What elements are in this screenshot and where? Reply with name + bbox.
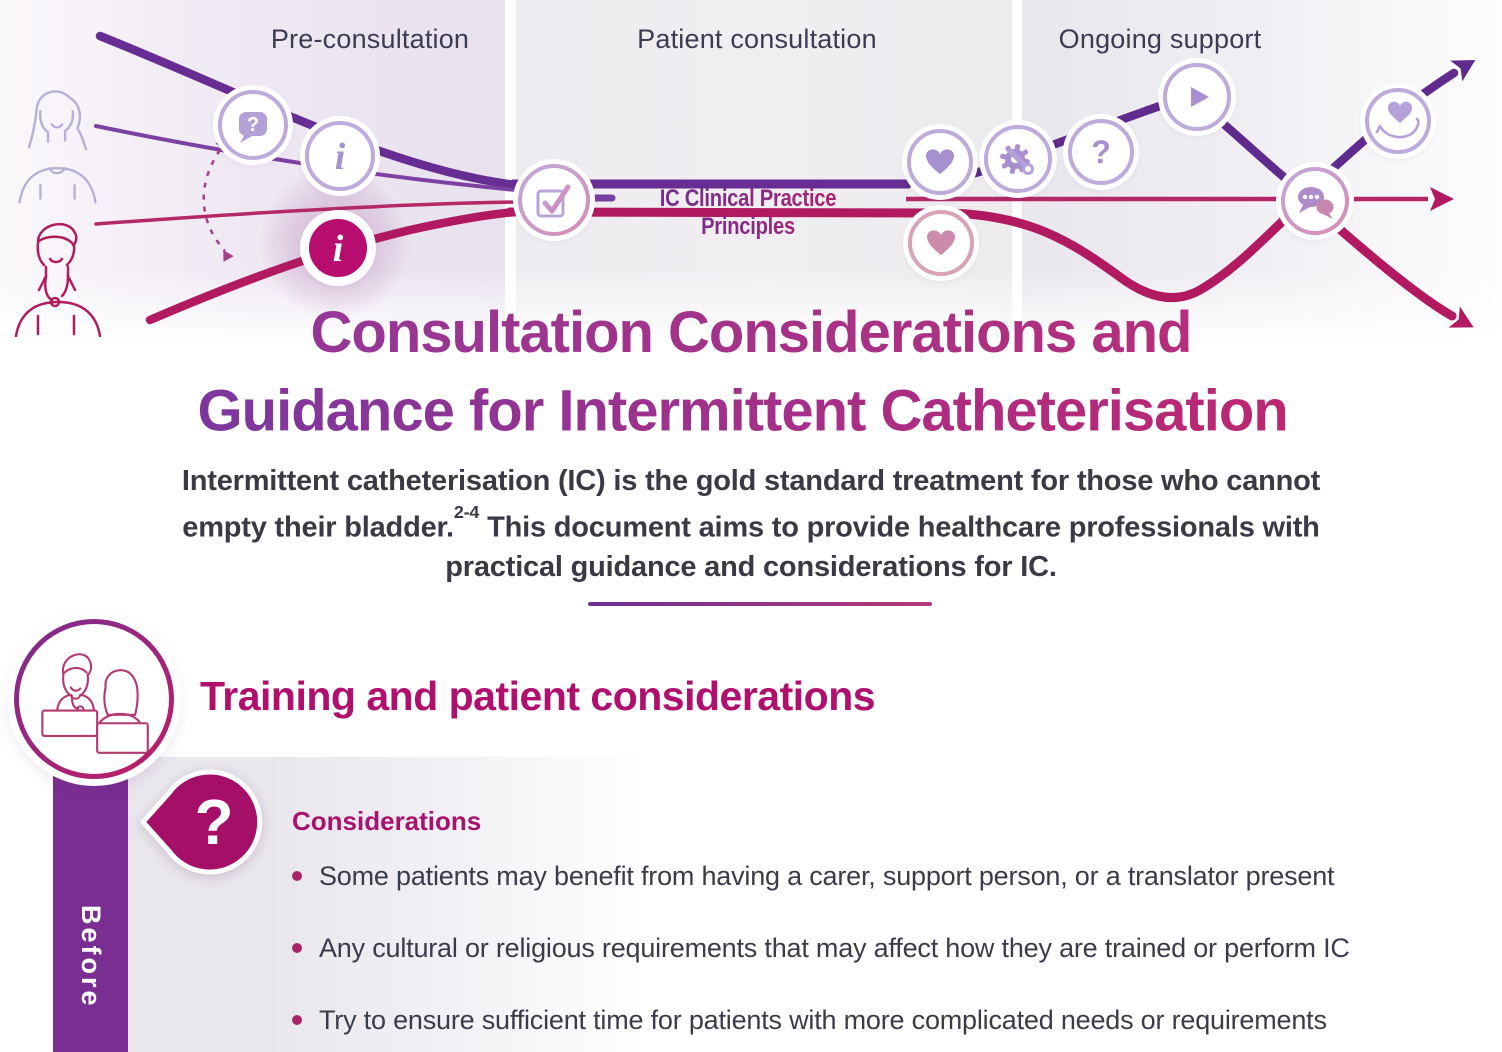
clinician-icon (14, 223, 102, 337)
title-reference: 1 (1287, 365, 1305, 402)
heart-in-hand-icon (1365, 88, 1431, 154)
question-bubble-icon: ? (218, 90, 288, 160)
bullet-dot (292, 871, 302, 881)
sidebar-label: Before training (76, 905, 106, 1009)
considerations-question-badge: ? (140, 769, 263, 875)
chat-bubbles-icon (1281, 167, 1349, 235)
page-title: Consultation Considerations and Guidance… (0, 300, 1502, 444)
svg-text:?: ? (194, 786, 233, 858)
play-icon (1163, 63, 1231, 131)
question-mark-icon: ? (1068, 119, 1134, 185)
arc-arrowhead-bottom (223, 250, 234, 262)
intro-line3: practical guidance and considerations fo… (445, 550, 1057, 583)
list-item: Some patients may benefit from having a … (292, 858, 1472, 894)
patient-pathway-line (145, 207, 521, 325)
svg-text:i: i (335, 136, 346, 178)
svg-text:i: i (333, 228, 344, 270)
principles-band-label: IC Clinical Practice Principles (622, 185, 874, 241)
hcp-pathway-line (95, 31, 521, 190)
dashed-connector-arc (202, 149, 226, 252)
arrowhead-up-right-icon (1450, 60, 1476, 82)
heart-icon-pink (908, 210, 974, 276)
patient-icon (18, 90, 97, 204)
considerations-heading: Considerations (292, 806, 482, 836)
considerations-list: Some patients may benefit from having a … (292, 858, 1472, 1052)
consultation-circle-icon (14, 619, 174, 779)
intro-paragraph: Intermittent catheterisation (IC) is the… (0, 462, 1502, 587)
principles-band-bottom (505, 192, 1457, 321)
arrowhead-down-right-icon (1448, 306, 1474, 328)
stage-label-pre-consultation: Pre-consultation (270, 24, 470, 54)
heart-icon-purple (907, 129, 973, 195)
stage-label-ongoing-support: Ongoing support (1058, 24, 1262, 54)
panel-pre-consultation (0, 0, 505, 345)
page-title-line2: Guidance for Intermittent Catheterisatio… (0, 366, 1502, 444)
section-divider (588, 602, 932, 606)
intro-reference: 2-4 (453, 501, 480, 522)
thin-magenta-line (94, 200, 522, 226)
checklist-icon (518, 164, 590, 236)
arrowhead-right-icon (1430, 187, 1454, 211)
bullet-dot (292, 943, 302, 953)
list-item: Try to ensure sufficient time for patien… (292, 1002, 1472, 1038)
intro-line2: empty their bladder.2-4 This document ai… (182, 501, 1320, 544)
svg-text:?: ? (1091, 134, 1111, 170)
bullet-dot (292, 1015, 302, 1025)
stage-label-patient-consultation: Patient consultation (637, 24, 877, 54)
info-icon: i (305, 121, 375, 191)
svg-text:?: ? (247, 114, 259, 136)
page-title-line1: Consultation Considerations and (0, 300, 1502, 366)
section-heading: Training and patient considerations (200, 673, 876, 719)
info-badge-icon: i (305, 215, 371, 281)
intro-line1: Intermittent catheterisation (IC) is the… (181, 465, 1321, 497)
tools-gear-icon (984, 125, 1052, 193)
list-item: Any cultural or religious requirements t… (292, 930, 1472, 966)
